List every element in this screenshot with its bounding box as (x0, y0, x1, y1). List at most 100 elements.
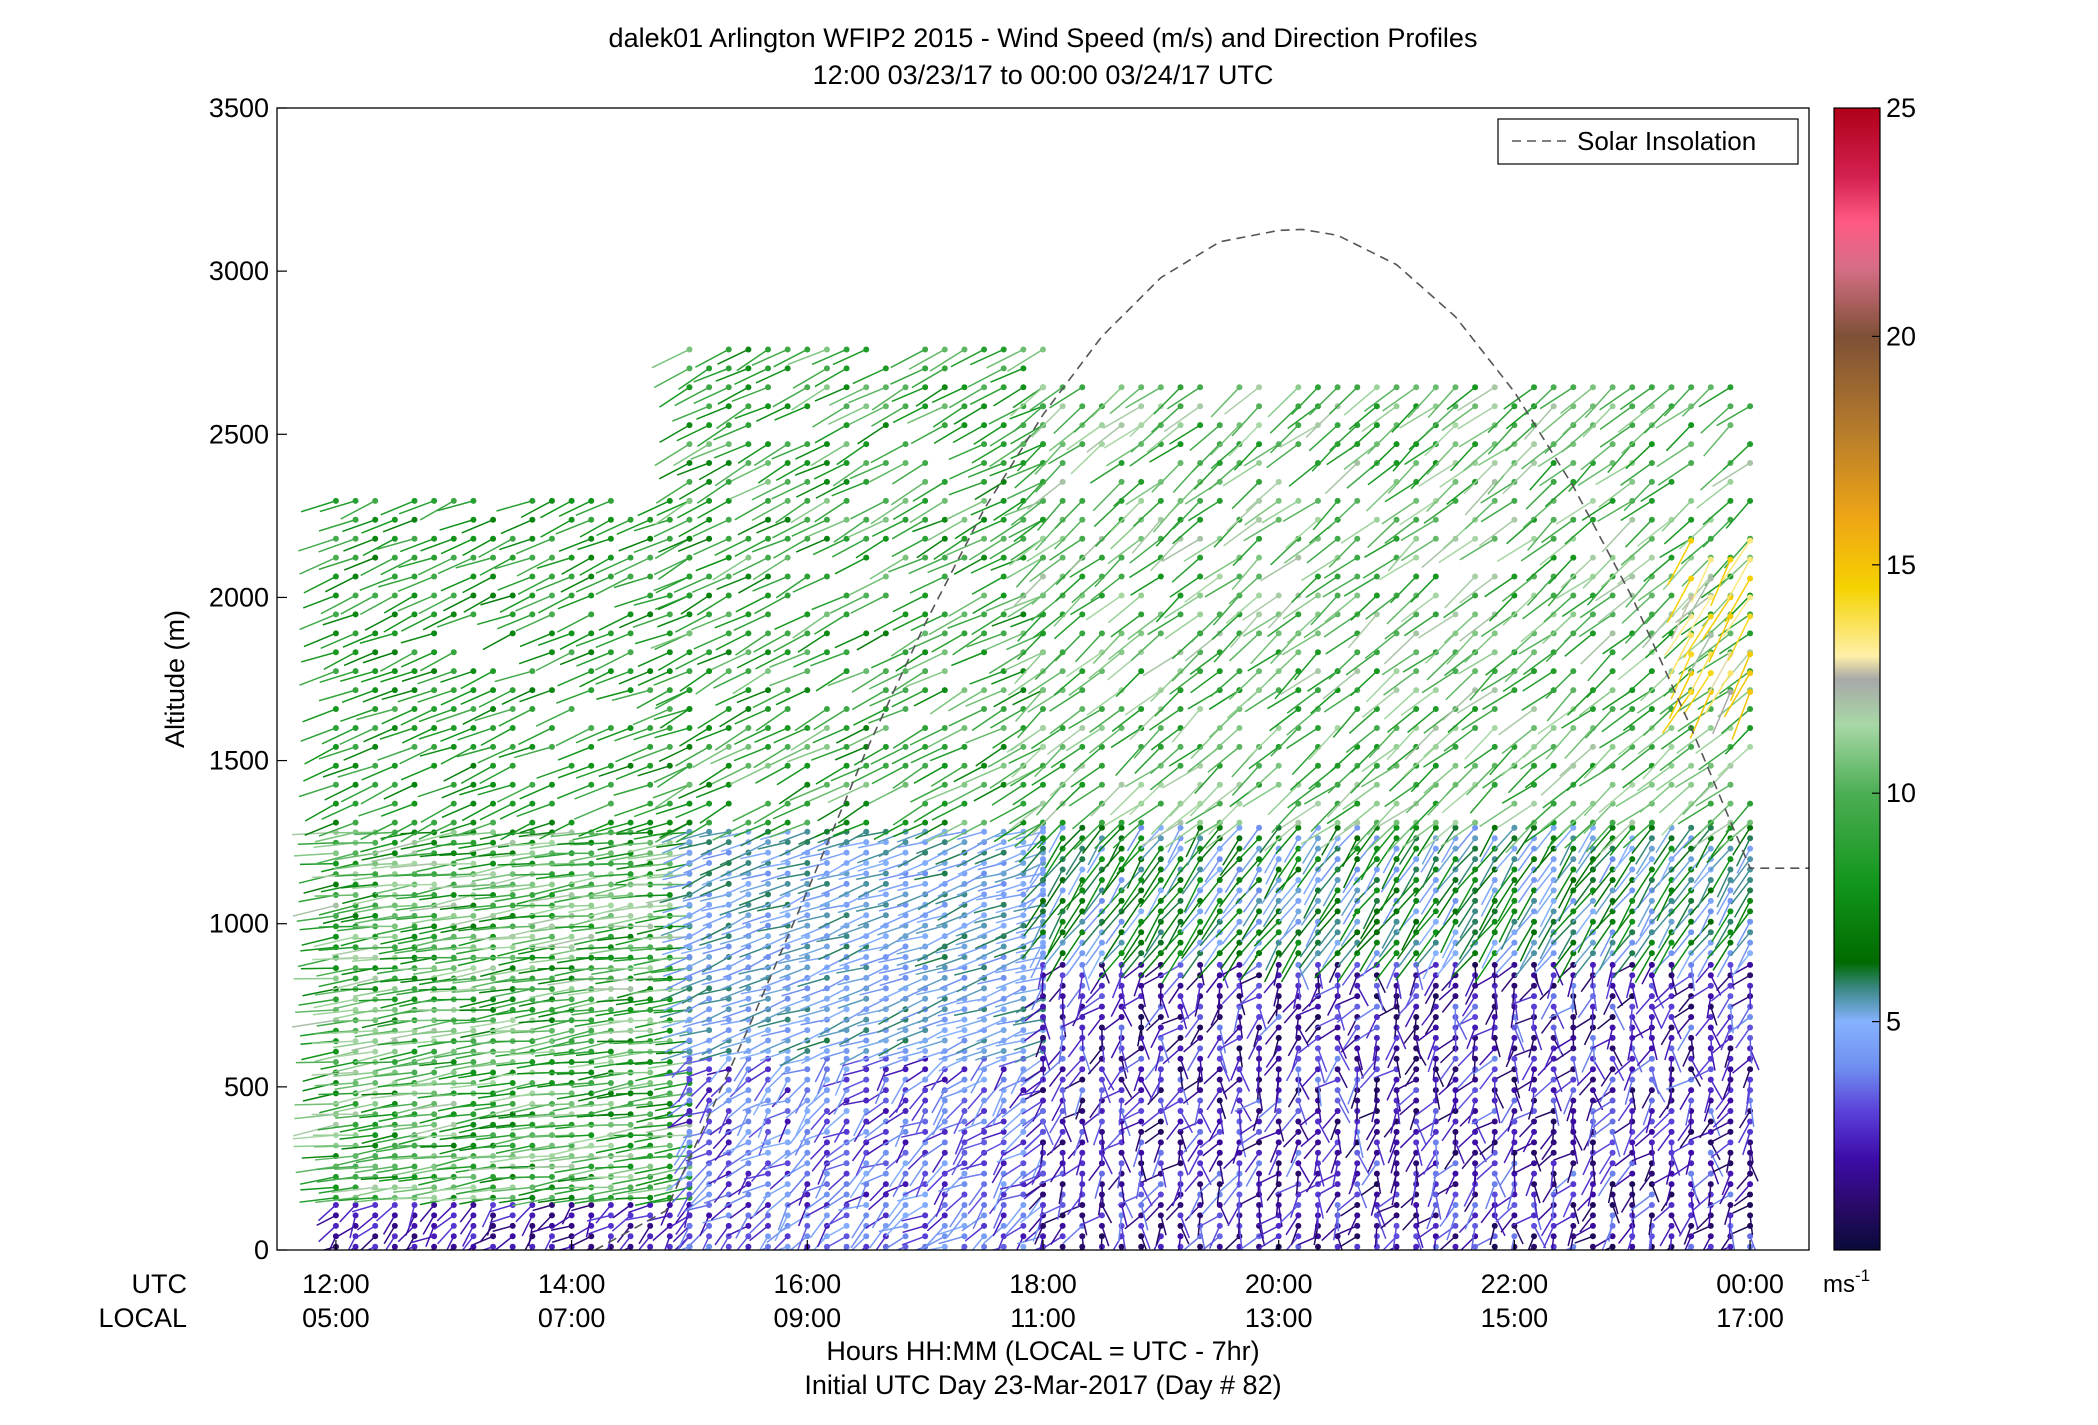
wind-barb-point (725, 800, 732, 807)
wind-barb-point (490, 1212, 497, 1219)
wind-barb (555, 727, 592, 747)
wind-barb-point (765, 1212, 772, 1219)
wind-barb-point (391, 819, 398, 826)
wind-barb (734, 708, 769, 725)
wind-barb (551, 915, 592, 918)
wind-barb-point (588, 762, 595, 769)
wind-barb-point (765, 535, 772, 542)
wind-barb-point (1000, 1243, 1007, 1250)
wind-barb-point (765, 1037, 772, 1044)
wind-barb (537, 1197, 572, 1204)
wind-barb (316, 1214, 337, 1227)
wind-barb-point (647, 850, 654, 857)
wind-barb-point (823, 535, 830, 542)
wind-barb-point (1216, 1149, 1223, 1156)
wind-barb-point (450, 1201, 457, 1208)
wind-barb (868, 784, 906, 805)
wind-barb-point (1020, 781, 1027, 788)
wind-barb-point (352, 892, 359, 899)
wind-barb-point (961, 1160, 968, 1167)
wind-barb (517, 575, 553, 595)
wind-barb (518, 1019, 553, 1024)
wind-barb-point (804, 1222, 811, 1229)
wind-barb-point (725, 573, 732, 580)
wind-barb-point (823, 1037, 830, 1044)
wind-barb-point (529, 1194, 536, 1201)
wind-barb-point (450, 535, 457, 542)
wind-barb (656, 500, 690, 516)
wind-barb (381, 689, 415, 701)
wind-barb (551, 1235, 572, 1243)
wind-barb-point (745, 668, 752, 675)
wind-barb-point (784, 1128, 791, 1135)
wind-barb (820, 1008, 847, 1023)
wind-barb-point (509, 1090, 516, 1097)
wind-barb (713, 670, 749, 689)
wind-barb-point (1079, 1201, 1086, 1208)
wind-barb (519, 632, 553, 648)
wind-barb-point (352, 592, 359, 599)
wind-barb-point (863, 781, 870, 788)
wind-barb (1178, 1142, 1182, 1163)
wind-barb-point (981, 1087, 988, 1094)
wind-barb (557, 594, 592, 610)
wind-barb-point (548, 1173, 555, 1180)
wind-barb (911, 367, 946, 389)
wind-barb (1080, 1173, 1084, 1198)
wind-barb (400, 925, 435, 933)
wind-barb (646, 988, 690, 992)
wind-barb-point (823, 497, 830, 504)
wind-barb-point (372, 975, 379, 982)
wind-barb-point (1000, 1108, 1007, 1115)
wind-barb (594, 1061, 631, 1069)
wind-barb-point (450, 800, 457, 807)
wind-barb (494, 977, 533, 984)
wind-barb (301, 1050, 337, 1061)
wind-barb-point (647, 611, 654, 618)
wind-barb-point (666, 1243, 673, 1250)
wind-barb (470, 1029, 513, 1039)
wind-barb (469, 1019, 513, 1029)
wind-barb (314, 1144, 356, 1148)
wind-barb (606, 977, 651, 982)
wind-barb-point (627, 933, 634, 940)
wind-barb (755, 367, 788, 384)
wind-barb-point (450, 1233, 457, 1240)
wind-barb-point (843, 912, 850, 919)
wind-barb-point (588, 743, 595, 750)
wind-barb-point (1138, 1097, 1145, 1104)
wind-barb-point (1138, 1233, 1145, 1240)
wind-barb-point (627, 1006, 634, 1013)
wind-barb (637, 670, 671, 686)
wind-barb (450, 1082, 494, 1089)
wind-barb-point (372, 1090, 379, 1097)
wind-barb (394, 1113, 435, 1119)
wind-barb (950, 348, 985, 368)
wind-barb (433, 977, 474, 983)
wind-barb (333, 1103, 376, 1113)
wind-barb-point (804, 1108, 811, 1115)
wind-barb-point (352, 800, 359, 807)
wind-barb-point (332, 1222, 339, 1229)
wind-barb-point (647, 1132, 654, 1139)
wind-barb (556, 784, 592, 800)
wind-barb-point (529, 1243, 536, 1250)
wind-barb-point (372, 912, 379, 919)
wind-barb-point (902, 1108, 909, 1115)
wind-barb (439, 1123, 474, 1133)
wind-barb (394, 946, 435, 954)
wind-barb-point (1000, 839, 1007, 846)
wind-barb-point (745, 403, 752, 410)
wind-barb (429, 988, 474, 993)
wind-barb (321, 727, 356, 745)
wind-barb-point (686, 743, 693, 750)
wind-barb (399, 537, 435, 553)
wind-barb (349, 1246, 356, 1250)
wind-barb (410, 1123, 454, 1136)
wind-barb (324, 575, 356, 593)
wind-barb-point (1216, 1139, 1223, 1146)
wind-barb-point (745, 365, 752, 372)
wind-barb (838, 1204, 867, 1211)
wind-barb-point (1138, 1108, 1145, 1115)
wind-barb (380, 802, 415, 817)
